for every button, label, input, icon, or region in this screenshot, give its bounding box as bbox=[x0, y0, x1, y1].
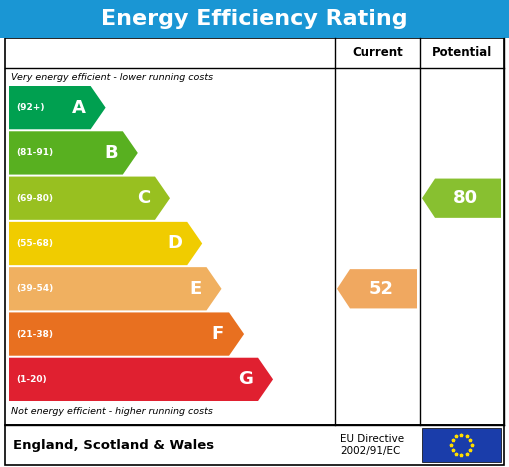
Text: Very energy efficient - lower running costs: Very energy efficient - lower running co… bbox=[11, 73, 213, 83]
Polygon shape bbox=[9, 267, 221, 311]
Text: 52: 52 bbox=[369, 280, 393, 298]
Text: (1-20): (1-20) bbox=[16, 375, 47, 384]
Polygon shape bbox=[9, 312, 244, 356]
Polygon shape bbox=[9, 86, 105, 129]
Text: Not energy efficient - higher running costs: Not energy efficient - higher running co… bbox=[11, 406, 213, 416]
Text: D: D bbox=[167, 234, 182, 253]
Text: (55-68): (55-68) bbox=[16, 239, 53, 248]
Text: E: E bbox=[189, 280, 202, 298]
Text: 80: 80 bbox=[453, 189, 478, 207]
Text: (81-91): (81-91) bbox=[16, 149, 53, 157]
Text: Current: Current bbox=[352, 47, 403, 59]
Text: Potential: Potential bbox=[432, 47, 492, 59]
Polygon shape bbox=[337, 269, 417, 308]
Text: 2002/91/EC: 2002/91/EC bbox=[340, 446, 401, 456]
Text: B: B bbox=[104, 144, 118, 162]
Text: G: G bbox=[238, 370, 253, 389]
Text: EU Directive: EU Directive bbox=[340, 434, 404, 444]
Bar bbox=[0, 0, 509, 38]
Text: (69-80): (69-80) bbox=[16, 194, 53, 203]
Text: F: F bbox=[212, 325, 224, 343]
Text: England, Scotland & Wales: England, Scotland & Wales bbox=[13, 439, 214, 452]
Text: C: C bbox=[137, 189, 150, 207]
Polygon shape bbox=[422, 178, 501, 218]
Polygon shape bbox=[9, 177, 170, 220]
Polygon shape bbox=[9, 358, 273, 401]
Bar bbox=[422, 428, 501, 462]
Bar bbox=[5, 425, 504, 465]
Text: A: A bbox=[72, 99, 86, 117]
Bar bbox=[5, 38, 504, 425]
Text: (92+): (92+) bbox=[16, 103, 44, 112]
Polygon shape bbox=[9, 131, 138, 175]
Text: (39-54): (39-54) bbox=[16, 284, 53, 293]
Text: Energy Efficiency Rating: Energy Efficiency Rating bbox=[101, 9, 408, 29]
Polygon shape bbox=[9, 222, 202, 265]
Text: (21-38): (21-38) bbox=[16, 330, 53, 339]
